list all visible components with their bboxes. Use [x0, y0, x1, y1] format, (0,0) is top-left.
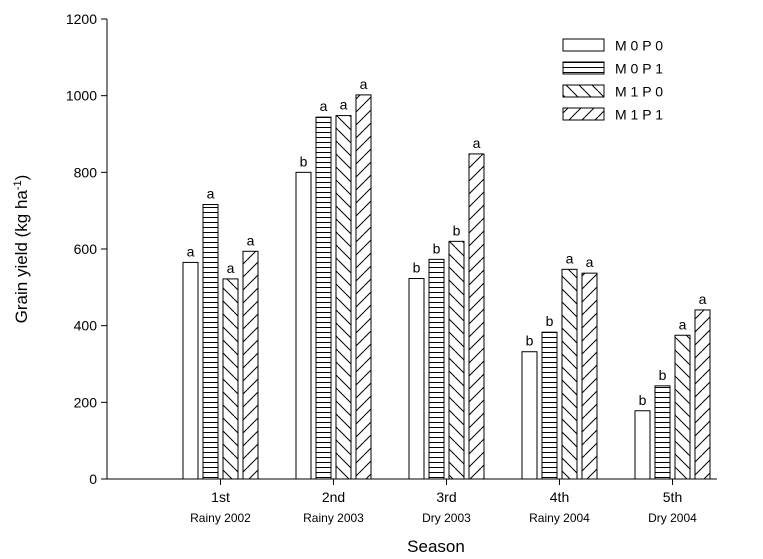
y-axis-title: Grain yield (kg ha-1)	[12, 175, 31, 324]
bar	[448, 240, 465, 480]
legend-swatch	[562, 38, 605, 52]
bar	[541, 331, 558, 480]
x-tick-label: 1st	[211, 489, 230, 505]
bar	[674, 334, 691, 480]
significance-letter: b	[300, 153, 308, 169]
x-tick-sublabel: Dry 2003	[422, 511, 471, 525]
significance-letter: a	[699, 291, 707, 307]
significance-letter: a	[320, 98, 328, 114]
y-tick-label: 1000	[66, 88, 97, 104]
bar	[654, 385, 671, 480]
y-ticks-group: 0 200 400 600 800 1000 1200	[66, 11, 107, 487]
significance-letter: b	[659, 367, 667, 383]
x-tick-label: 4th	[550, 489, 569, 505]
y-tick-label: 600	[74, 241, 98, 257]
x-axis-title: Season	[407, 537, 465, 556]
y-tick-label: 0	[89, 471, 97, 487]
bar	[581, 272, 598, 480]
significance-letter: a	[586, 254, 594, 270]
bar	[202, 204, 219, 480]
significance-letter: a	[247, 232, 255, 248]
x-tick-sublabel: Rainy 2004	[529, 511, 590, 525]
legend-label: M 0 P 0	[615, 38, 663, 54]
bar	[561, 268, 578, 480]
legend-label: M 0 P 1	[615, 61, 663, 77]
y-axis-title-sup: -1	[12, 180, 24, 190]
significance-letter: b	[453, 222, 461, 238]
significance-letter: b	[526, 333, 534, 349]
y-tick-label: 1200	[66, 11, 97, 27]
bar	[468, 153, 485, 480]
legend-label: M 1 P 0	[615, 84, 663, 100]
x-tick-sublabel: Dry 2004	[648, 511, 697, 525]
x-tick-label: 3rd	[436, 489, 456, 505]
bar	[222, 278, 239, 480]
bar	[295, 171, 312, 480]
bar	[182, 261, 199, 480]
significance-letter: a	[360, 76, 368, 92]
significance-letter: a	[566, 250, 574, 266]
bar	[408, 278, 425, 480]
legend-swatch	[562, 107, 605, 121]
legend-swatch	[562, 61, 605, 75]
significance-letter: a	[187, 243, 195, 259]
y-axis-title-main: Grain yield (kg ha	[12, 190, 31, 324]
x-tick-sublabel: Rainy 2003	[303, 511, 364, 525]
significance-letter: a	[207, 186, 215, 202]
bar	[428, 258, 445, 480]
significance-letter: b	[413, 260, 421, 276]
bar	[242, 250, 259, 480]
y-tick-label: 400	[74, 318, 98, 334]
bar	[335, 115, 352, 480]
y-axis-title-close: )	[12, 175, 31, 181]
legend-swatch	[562, 84, 605, 98]
legend: M 0 P 0 M 0 P 1 M 1 P 0 M 1 P 1	[562, 38, 663, 123]
significance-letter: a	[340, 97, 348, 113]
bar	[634, 410, 651, 480]
bar	[315, 116, 332, 480]
y-tick-label: 200	[74, 394, 98, 410]
x-tick-label: 2nd	[322, 489, 345, 505]
bars-group	[182, 94, 711, 480]
significance-letter: a	[227, 260, 235, 276]
significance-letter: a	[679, 316, 687, 332]
x-tick-sublabel: Rainy 2002	[190, 511, 251, 525]
bar	[355, 94, 372, 480]
significance-letter: b	[433, 240, 441, 256]
significance-letter: b	[639, 392, 647, 408]
y-tick-label: 800	[74, 164, 98, 180]
bar	[694, 309, 711, 480]
x-ticks-group: 1st Rainy 2002 2nd Rainy 2003 3rd Dry 2003 4th…	[190, 479, 697, 525]
significance-letter: b	[546, 313, 554, 329]
bar	[521, 351, 538, 480]
legend-label: M 1 P 1	[615, 107, 663, 123]
x-tick-label: 5th	[663, 489, 682, 505]
significance-letter: a	[473, 135, 481, 151]
